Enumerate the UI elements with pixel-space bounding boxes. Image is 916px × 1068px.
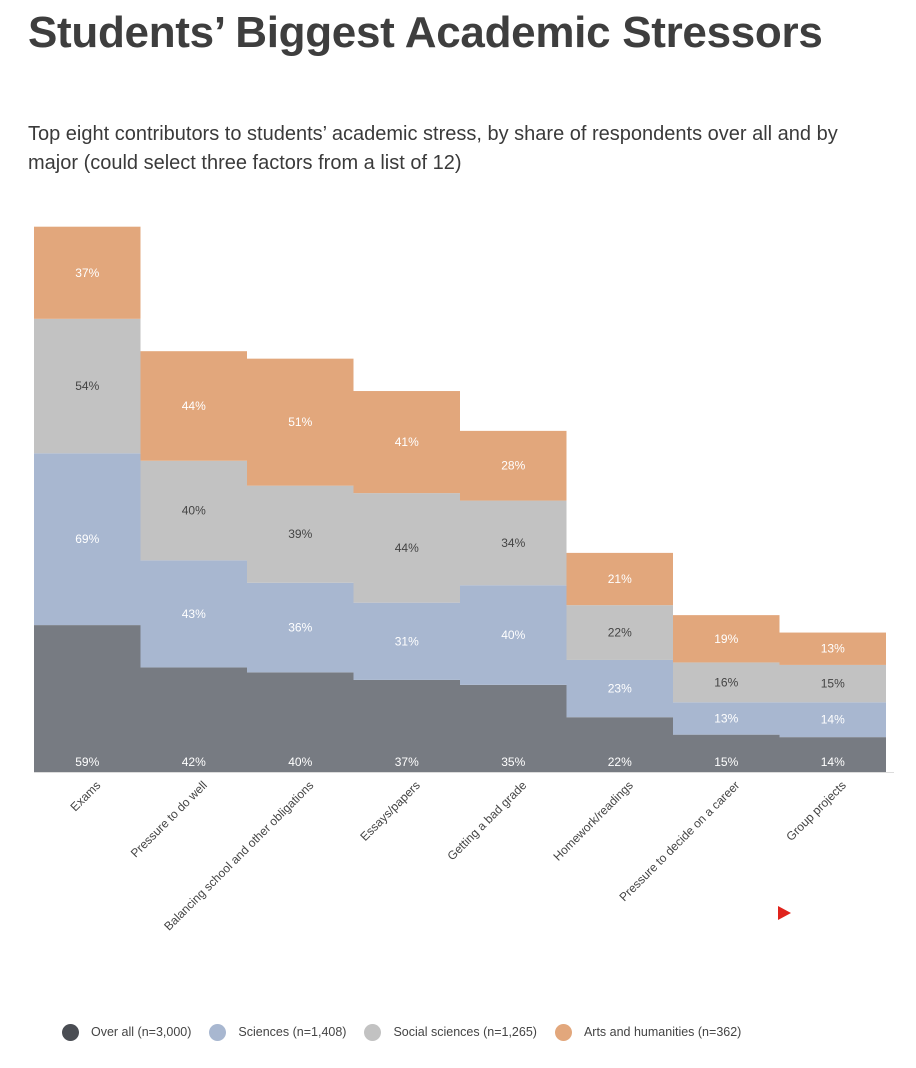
legend-item: Sciences (n=1,408) xyxy=(209,1023,347,1041)
data-label: 22% xyxy=(608,626,632,640)
data-label: 34% xyxy=(501,536,525,550)
data-label: 14% xyxy=(821,755,845,769)
data-label: 14% xyxy=(821,713,845,727)
bar-segment xyxy=(779,737,886,772)
data-label: 28% xyxy=(501,459,525,473)
data-label: 16% xyxy=(714,675,738,689)
data-label: 39% xyxy=(288,527,312,541)
chart-title: Students’ Biggest Academic Stressors xyxy=(28,8,823,57)
data-label: 15% xyxy=(714,755,738,769)
category-label: Group projects xyxy=(783,778,849,844)
bar-segment xyxy=(460,500,567,586)
legend-item: Social sciences (n=1,265) xyxy=(364,1023,537,1041)
data-label: 43% xyxy=(182,607,206,621)
data-label: 21% xyxy=(608,572,632,586)
data-label: 40% xyxy=(288,755,312,769)
data-label: 69% xyxy=(75,532,99,546)
bar-segment xyxy=(247,582,354,673)
bar-segment xyxy=(779,632,886,665)
legend: Over all (n=3,000) Sciences (n=1,408) Soci… xyxy=(62,1020,759,1044)
data-label: 31% xyxy=(395,634,419,648)
data-label: 51% xyxy=(288,415,312,429)
bar-segment xyxy=(673,662,780,703)
category-label: Getting a bad grade xyxy=(444,778,529,863)
bar-segment xyxy=(247,485,354,583)
bar-segment xyxy=(673,702,780,735)
bar-segment xyxy=(247,672,354,772)
legend-label: Social sciences (n=1,265) xyxy=(393,1025,537,1039)
bar-segment xyxy=(353,493,460,603)
legend-swatch xyxy=(209,1023,227,1041)
legend-label: Sciences (n=1,408) xyxy=(238,1025,347,1039)
data-label: 35% xyxy=(501,755,525,769)
bar-segment xyxy=(779,702,886,738)
bar-segment xyxy=(460,684,567,772)
data-label: 15% xyxy=(821,677,845,691)
bar-segment xyxy=(353,602,460,680)
data-label: 13% xyxy=(821,642,845,656)
data-label: 41% xyxy=(395,435,419,449)
data-label: 44% xyxy=(395,541,419,555)
data-label: 23% xyxy=(608,682,632,696)
category-label: Pressure to do well xyxy=(128,778,210,860)
bar-segment xyxy=(566,605,673,660)
data-label: 54% xyxy=(75,379,99,393)
data-label: 36% xyxy=(288,621,312,635)
bar-segment xyxy=(34,318,141,454)
legend-item: Over all (n=3,000) xyxy=(62,1023,192,1041)
category-label: Homework/readings xyxy=(551,778,636,863)
chart-subtitle: Top eight contributors to students’ acad… xyxy=(28,123,838,174)
data-label: 22% xyxy=(608,755,632,769)
stacked-bar-chart: 59% 69% 54% 37% Exams 42% 43% 40% 44% Pressure to… xyxy=(34,226,894,933)
bar-segment xyxy=(34,453,141,626)
legend-label: Arts and humanities (n=362) xyxy=(583,1025,742,1039)
data-label: 59% xyxy=(75,755,99,769)
legend-label: Over all (n=3,000) xyxy=(91,1025,192,1039)
category-label: Essays/papers xyxy=(357,778,423,844)
legend-swatch xyxy=(62,1023,79,1041)
bar-segment xyxy=(34,226,141,319)
bar-segment xyxy=(140,667,247,772)
legend-item: Arts and humanities (n=362) xyxy=(554,1023,742,1041)
bar-segment xyxy=(34,625,141,772)
category-label: Exams xyxy=(68,778,104,814)
play-icon[interactable] xyxy=(778,906,791,920)
bar-segment xyxy=(460,430,567,501)
bar-segment xyxy=(673,615,780,663)
data-label: 44% xyxy=(182,399,206,413)
bar-segment xyxy=(353,679,460,772)
bar-segment xyxy=(779,664,886,703)
category-label: Pressure to decide on a career xyxy=(616,778,742,904)
data-label: 37% xyxy=(395,755,419,769)
bar-segment xyxy=(566,659,673,718)
data-label: 40% xyxy=(501,628,525,642)
bar-segment xyxy=(353,391,460,494)
bar-segment xyxy=(460,585,567,685)
data-label: 13% xyxy=(714,711,738,725)
bar-segment xyxy=(566,552,673,606)
legend-swatch xyxy=(554,1023,572,1041)
bar-segment xyxy=(140,460,247,561)
bar-segment xyxy=(140,560,247,668)
bar-segment xyxy=(566,717,673,772)
data-label: 42% xyxy=(182,755,206,769)
data-label: 19% xyxy=(714,632,738,646)
bar-segment xyxy=(140,351,247,461)
legend-swatch xyxy=(364,1023,382,1041)
data-label: 37% xyxy=(75,266,99,280)
bar-segment xyxy=(673,734,780,772)
bar-segment xyxy=(247,358,354,486)
data-label: 40% xyxy=(182,504,206,518)
